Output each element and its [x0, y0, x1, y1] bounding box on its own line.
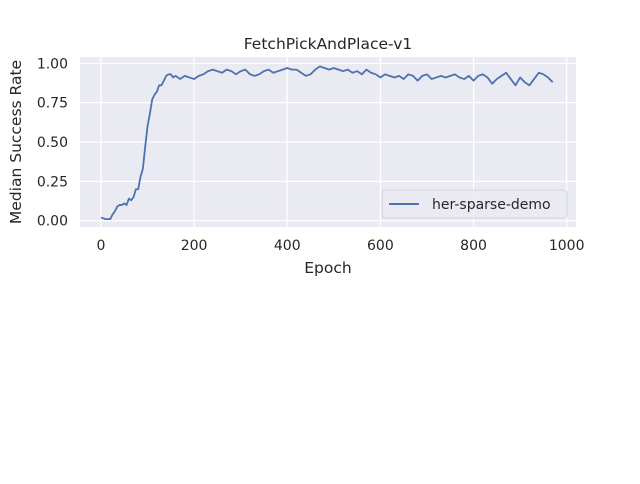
legend-box	[381, 189, 568, 219]
series-layer	[100, 65, 554, 221]
x-tick-label: 1000	[549, 238, 585, 254]
x-tick-label: 0	[96, 238, 105, 254]
y-tick-label: 0.50	[37, 135, 68, 151]
y-axis-label: Median Success Rate	[7, 60, 25, 224]
series-line-her-sparse-demo	[100, 65, 554, 221]
x-axis-label: Epoch	[304, 259, 351, 277]
x-tick-label: 800	[460, 238, 487, 254]
y-tick-label: 0.75	[37, 96, 68, 112]
tick-labels: 0 200 400 600 800 1000 0.00 0.25 0.50 0.75 1.00	[37, 56, 585, 254]
legend: her-sparse-demo	[381, 189, 568, 219]
x-tick-label: 200	[181, 238, 208, 254]
y-tick-label: 1.00	[37, 56, 68, 72]
y-tick-label: 0.00	[37, 214, 68, 230]
chart-title: FetchPickAndPlace-v1	[244, 35, 413, 53]
x-tick-label: 600	[367, 238, 394, 254]
y-tick-label: 0.25	[37, 174, 68, 190]
grid-lines	[80, 57, 576, 227]
legend-series-label: her-sparse-demo	[432, 197, 551, 213]
x-tick-label: 400	[274, 238, 301, 254]
